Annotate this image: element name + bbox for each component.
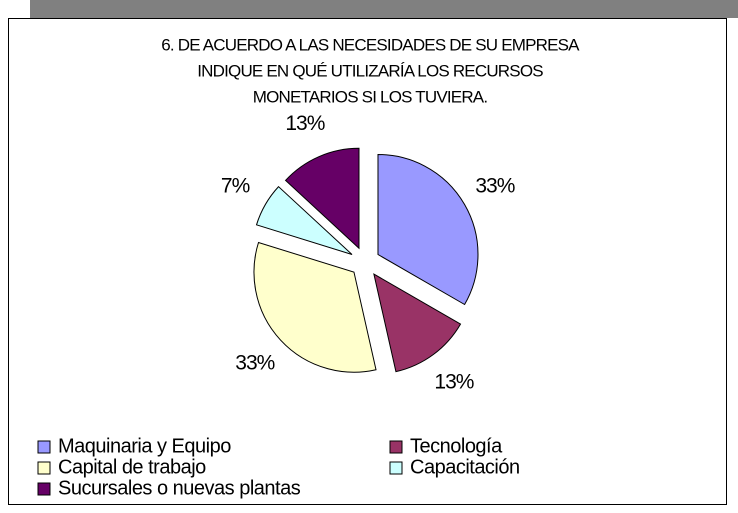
top-bar xyxy=(30,0,738,18)
chart-title: 6. DE ACUERDO A LAS NECESIDADES DE SU EM… xyxy=(161,35,580,54)
pie-slice xyxy=(373,273,462,373)
chart-frame xyxy=(8,18,727,505)
legend-swatch xyxy=(37,440,51,454)
pie-slice xyxy=(255,185,353,255)
value-label: 13% xyxy=(285,112,324,135)
pie-slice xyxy=(284,147,360,250)
legend-label: Maquinaria y Equipo xyxy=(58,435,231,457)
pie-slice xyxy=(377,153,479,306)
chart-title: MONETARIOS SI LOS TUVIERA. xyxy=(253,87,488,106)
value-label: 7% xyxy=(221,175,250,198)
pie-slice xyxy=(253,241,377,373)
legend-label: Capital de trabajo xyxy=(58,456,206,478)
legend-label: Sucursales o nuevas plantas xyxy=(58,477,301,499)
legend-swatch xyxy=(389,461,403,475)
legend-label: Tecnología xyxy=(410,435,503,457)
legend-swatch xyxy=(37,482,51,496)
value-label: 33% xyxy=(235,351,274,374)
legend-swatch xyxy=(37,461,51,475)
chart-title: INDIQUE EN QUÉ UTILIZARÍA LOS RECURSOS xyxy=(197,61,543,80)
value-label: 33% xyxy=(475,175,514,198)
legend-swatch xyxy=(389,440,403,454)
value-label: 13% xyxy=(434,370,473,393)
legend-label: Capacitación xyxy=(410,456,520,478)
